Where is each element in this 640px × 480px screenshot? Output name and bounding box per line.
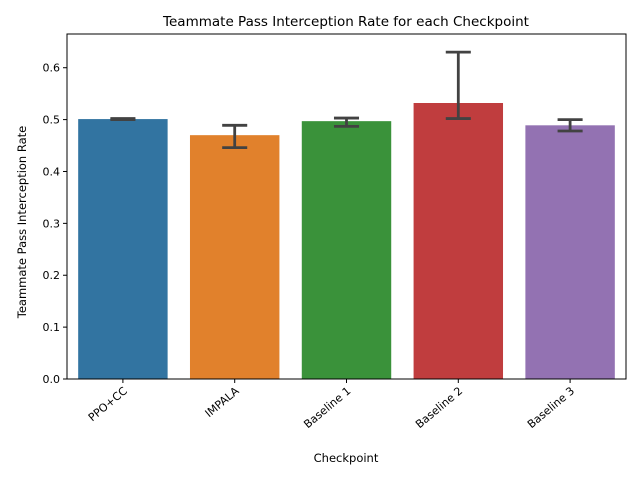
x-tick-label: IMPALA: [203, 384, 242, 420]
y-tick-label: 0.4: [43, 165, 61, 178]
plot-area: 0.0 0.1 0.2 0.3 0.4 0.5 0.6 PPO+CC IMPALA Baselin…: [43, 33, 627, 431]
bar: [413, 103, 504, 379]
y-tick-label: 0.1: [43, 321, 61, 334]
y-axis-label: Teammate Pass Interception Rate: [15, 126, 29, 319]
bar: [78, 119, 168, 380]
bar: [525, 125, 615, 379]
y-tick-label: 0.5: [43, 114, 61, 127]
bar: [189, 135, 280, 379]
y-tick-label: 0.2: [43, 269, 61, 282]
y-tick-label: 0.6: [43, 62, 61, 75]
y-tick-label: 0.3: [43, 217, 61, 230]
x-tick-label: Baseline 3: [525, 384, 577, 431]
bar: [301, 121, 392, 379]
chart-title: Teammate Pass Interception Rate for each…: [162, 14, 529, 30]
x-tick-label: Baseline 1: [301, 384, 353, 431]
x-tick-label: PPO+CC: [86, 384, 130, 424]
x-tick-label: Baseline 2: [413, 384, 465, 431]
y-tick-label: 0.0: [43, 373, 61, 386]
x-axis-label: Checkpoint: [314, 451, 379, 465]
